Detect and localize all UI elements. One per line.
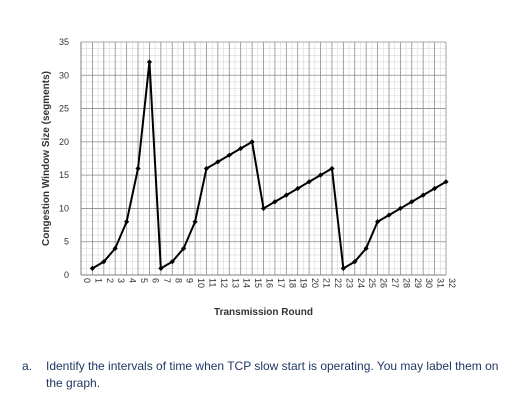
y-tick-label: 35 — [59, 37, 69, 47]
x-tick-label: 2 — [105, 278, 115, 283]
data-point-marker — [215, 159, 221, 165]
question-line-2: the graph. — [46, 376, 101, 390]
data-point-marker — [272, 199, 278, 205]
data-point-marker — [203, 165, 210, 172]
x-tick-label: 25 — [367, 278, 377, 288]
data-point-marker — [397, 205, 403, 212]
data-point-marker — [238, 145, 244, 152]
y-tick-label: 5 — [64, 237, 69, 247]
data-point-marker — [146, 59, 153, 65]
x-tick-label: 29 — [413, 278, 423, 288]
data-point-marker — [420, 192, 426, 198]
data-point-marker — [169, 259, 175, 265]
question-text: a. Identify the intervals of time when TC… — [22, 358, 512, 392]
data-point-marker — [329, 165, 335, 172]
x-tick-label: 30 — [424, 278, 434, 288]
x-tick-label: 16 — [265, 278, 275, 288]
x-tick-label: 12 — [219, 278, 229, 288]
series-line — [91, 61, 447, 271]
x-tick-label: 10 — [196, 278, 206, 288]
data-point-marker — [226, 152, 232, 158]
data-point-marker — [363, 245, 369, 251]
x-tick-label: 3 — [116, 278, 126, 283]
data-point-marker — [192, 219, 198, 225]
y-tick-label: 30 — [59, 70, 69, 80]
data-point-marker — [135, 165, 141, 172]
data-point-marker — [431, 185, 438, 192]
x-tick-label: 24 — [356, 278, 366, 288]
x-tick-label: 11 — [207, 278, 217, 287]
x-tick-label: 19 — [299, 278, 309, 288]
question-label: a. — [22, 359, 33, 373]
y-tick-label: 0 — [64, 270, 69, 280]
data-point-marker — [249, 139, 255, 145]
x-tick-label: 4 — [128, 278, 138, 283]
data-point-marker — [306, 179, 312, 185]
data-point-marker — [374, 219, 381, 225]
x-tick-label: 26 — [379, 278, 389, 288]
x-tick-label: 17 — [276, 278, 286, 288]
x-tick-label: 22 — [333, 278, 343, 288]
data-point-marker — [283, 192, 289, 198]
data-point-marker — [409, 199, 415, 205]
x-tick-label: 18 — [287, 278, 297, 288]
data-point-marker — [181, 245, 187, 251]
data-point-marker — [124, 219, 130, 225]
x-tick-label: 27 — [390, 278, 400, 288]
data-point-marker — [89, 265, 96, 271]
data-point-marker — [295, 185, 301, 192]
x-tick-label: 32 — [447, 278, 457, 288]
question-line-1: Identify the intervals of time when TCP … — [46, 359, 499, 373]
x-tick-label: 8 — [173, 278, 183, 283]
y-tick-label: 10 — [59, 203, 69, 213]
x-tick-label: 20 — [310, 278, 320, 288]
x-axis-title: Transmission Round — [214, 307, 313, 318]
x-tick-label: 31 — [436, 278, 446, 288]
chart: 0 5 10 15 20 25 30 35 0 1 2 3 4 5 6 7 8 9 10 11 12 13 14 15 16 17… — [41, 37, 457, 318]
data-point-marker — [352, 259, 358, 265]
data-point-marker — [340, 265, 346, 271]
data-point-marker — [317, 172, 324, 178]
data-point-marker — [112, 245, 118, 251]
x-tick-label: 0 — [82, 278, 92, 283]
data-point-marker — [443, 179, 449, 185]
x-tick-label: 5 — [139, 278, 149, 283]
x-tick-label: 13 — [230, 278, 240, 288]
x-tick-label: 14 — [242, 278, 252, 288]
data-point-marker — [158, 265, 164, 271]
x-tick-label: 15 — [253, 278, 263, 288]
x-tick-label: 21 — [322, 278, 332, 288]
y-axis-title: Congestion Window Size (segments) — [41, 71, 52, 246]
y-tick-label: 15 — [59, 170, 69, 180]
data-point-marker — [260, 205, 267, 212]
y-tick-label: 25 — [59, 104, 69, 114]
data-point-marker — [386, 212, 392, 218]
x-tick-label: 7 — [162, 278, 172, 283]
x-tick-label: 6 — [150, 278, 160, 283]
x-tick-label: 23 — [344, 278, 354, 288]
x-tick-label: 1 — [93, 278, 103, 283]
y-tick-label: 20 — [59, 137, 69, 147]
data-point-marker — [101, 259, 107, 265]
x-tick-label: 9 — [185, 278, 195, 283]
x-tick-label: 28 — [401, 278, 411, 288]
